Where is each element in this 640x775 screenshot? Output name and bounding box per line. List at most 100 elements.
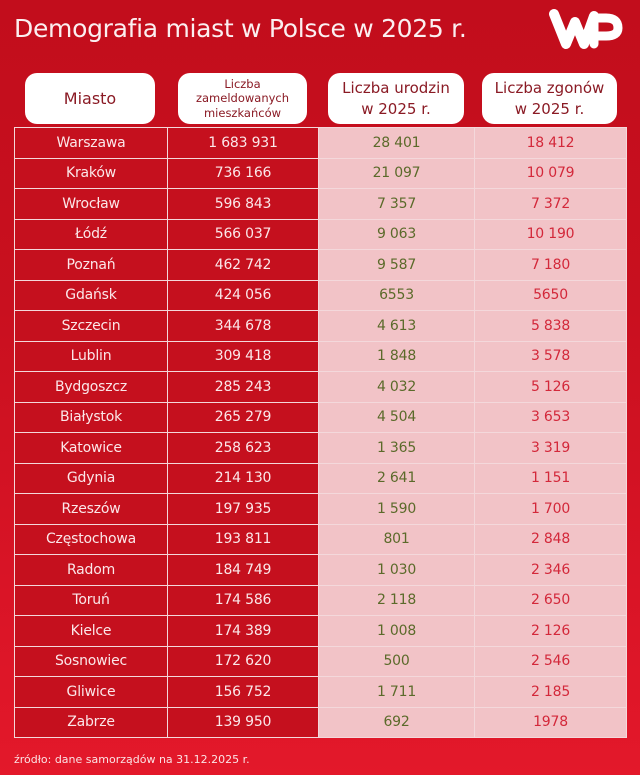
cell-city: Rzeszów [14, 493, 168, 525]
cell-deaths: 3 578 [474, 340, 627, 372]
page-title: Demografia miast w Polsce w 2025 r. [14, 14, 467, 43]
cell-city: Kraków [14, 157, 168, 189]
table-row: Lublin 309 418 1 848 3 578 [14, 340, 627, 372]
cell-births: 692 [318, 706, 475, 738]
table-body: Warszawa 1 683 931 28 401 18 412 Kraków 736 1… [14, 127, 627, 738]
cell-population: 424 056 [167, 279, 319, 311]
column-header-births-line1: Liczba urodzin [342, 78, 450, 97]
column-header-population-line1: Liczba [224, 76, 261, 91]
column-header-population-line3: mieszkańców [203, 105, 282, 120]
cell-deaths: 1 151 [474, 462, 627, 494]
cell-population: 285 243 [167, 371, 319, 403]
cell-births: 2 641 [318, 462, 475, 494]
table-row: Poznań 462 742 9 587 7 180 [14, 249, 627, 281]
cell-population: 258 623 [167, 432, 319, 464]
cell-city: Zabrze [14, 706, 168, 738]
cell-population: 596 843 [167, 188, 319, 220]
wp-logo-icon [548, 6, 626, 50]
cell-deaths: 2 346 [474, 554, 627, 586]
table-row: Kraków 736 166 21 097 10 079 [14, 157, 627, 189]
cell-births: 6553 [318, 279, 475, 311]
cell-population: 1 683 931 [167, 127, 319, 159]
cell-city: Białystok [14, 401, 168, 433]
table-row: Toruń 174 586 2 118 2 650 [14, 584, 627, 616]
cell-deaths: 10 079 [474, 157, 627, 189]
cell-city: Łódź [14, 218, 168, 250]
table-row: Kielce 174 389 1 008 2 126 [14, 615, 627, 647]
cell-births: 9 587 [318, 249, 475, 281]
cell-population: 214 130 [167, 462, 319, 494]
cell-population: 156 752 [167, 676, 319, 708]
cell-deaths: 3 319 [474, 432, 627, 464]
cell-population: 566 037 [167, 218, 319, 250]
cell-deaths: 1978 [474, 706, 627, 738]
column-header-population: Liczba zameldowanych mieszkańców [178, 73, 307, 124]
cell-deaths: 2 126 [474, 615, 627, 647]
cell-city: Radom [14, 554, 168, 586]
cell-births: 21 097 [318, 157, 475, 189]
table-row: Gdańsk 424 056 6553 5650 [14, 279, 627, 311]
cell-city: Gliwice [14, 676, 168, 708]
table-row: Szczecin 344 678 4 613 5 838 [14, 310, 627, 342]
cell-population: 309 418 [167, 340, 319, 372]
cell-city: Gdynia [14, 462, 168, 494]
table-row: Katowice 258 623 1 365 3 319 [14, 432, 627, 464]
cell-city: Wrocław [14, 188, 168, 220]
cell-city: Toruń [14, 584, 168, 616]
cell-city: Sosnowiec [14, 645, 168, 677]
cell-population: 139 950 [167, 706, 319, 738]
table-row: Bydgoszcz 285 243 4 032 5 126 [14, 371, 627, 403]
cell-deaths: 18 412 [474, 127, 627, 159]
cell-city: Gdańsk [14, 279, 168, 311]
cell-deaths: 5650 [474, 279, 627, 311]
table-row: Białystok 265 279 4 504 3 653 [14, 401, 627, 433]
column-header-births-line2: w 2025 r. [361, 99, 431, 118]
cell-deaths: 2 546 [474, 645, 627, 677]
column-header-deaths: Liczba zgonów w 2025 r. [482, 73, 617, 124]
table-row: Gdynia 214 130 2 641 1 151 [14, 462, 627, 494]
column-header-births: Liczba urodzin w 2025 r. [328, 73, 464, 124]
cell-city: Bydgoszcz [14, 371, 168, 403]
table-row: Gliwice 156 752 1 711 2 185 [14, 676, 627, 708]
cell-population: 193 811 [167, 523, 319, 555]
cell-deaths: 2 848 [474, 523, 627, 555]
cell-deaths: 5 838 [474, 310, 627, 342]
cell-births: 4 613 [318, 310, 475, 342]
table-row: Sosnowiec 172 620 500 2 546 [14, 645, 627, 677]
table-row: Łódź 566 037 9 063 10 190 [14, 218, 627, 250]
cell-population: 265 279 [167, 401, 319, 433]
cell-deaths: 10 190 [474, 218, 627, 250]
cell-city: Szczecin [14, 310, 168, 342]
column-header-city-label: Miasto [63, 89, 117, 108]
cell-deaths: 2 650 [474, 584, 627, 616]
source-note: źródło: dane samorządów na 31.12.2025 r. [14, 753, 250, 766]
cell-births: 1 590 [318, 493, 475, 525]
cell-deaths: 2 185 [474, 676, 627, 708]
cell-deaths: 5 126 [474, 371, 627, 403]
cell-deaths: 7 372 [474, 188, 627, 220]
cell-population: 174 389 [167, 615, 319, 647]
cell-city: Lublin [14, 340, 168, 372]
cell-births: 9 063 [318, 218, 475, 250]
cell-births: 4 032 [318, 371, 475, 403]
column-header-deaths-line1: Liczba zgonów [494, 78, 605, 97]
table-row: Rzeszów 197 935 1 590 1 700 [14, 493, 627, 525]
cell-births: 801 [318, 523, 475, 555]
cell-population: 174 586 [167, 584, 319, 616]
cell-births: 1 711 [318, 676, 475, 708]
cell-population: 736 166 [167, 157, 319, 189]
table-row: Częstochowa 193 811 801 2 848 [14, 523, 627, 555]
cell-population: 184 749 [167, 554, 319, 586]
cell-city: Poznań [14, 249, 168, 281]
cell-deaths: 7 180 [474, 249, 627, 281]
table-row: Radom 184 749 1 030 2 346 [14, 554, 627, 586]
cell-city: Warszawa [14, 127, 168, 159]
cell-population: 197 935 [167, 493, 319, 525]
cell-population: 462 742 [167, 249, 319, 281]
cell-births: 4 504 [318, 401, 475, 433]
cell-deaths: 1 700 [474, 493, 627, 525]
cell-population: 344 678 [167, 310, 319, 342]
cell-births: 1 365 [318, 432, 475, 464]
column-header-deaths-line2: w 2025 r. [514, 99, 585, 118]
cell-births: 28 401 [318, 127, 475, 159]
